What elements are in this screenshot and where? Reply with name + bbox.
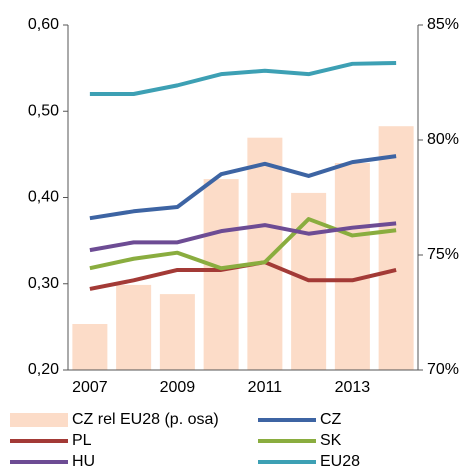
bar	[203, 179, 239, 370]
y-tick-label: 0,60	[28, 16, 59, 33]
legend-label: PL	[72, 432, 92, 449]
x-tick-label: 2007	[72, 379, 108, 396]
bar	[334, 163, 370, 370]
y-tick-label: 0,40	[28, 189, 59, 206]
x-tick-label: 2009	[160, 379, 196, 396]
bar	[247, 137, 283, 370]
x-tick-label: 2011	[248, 379, 283, 396]
legend-label: EU28	[320, 453, 360, 470]
legend-label: HU	[72, 453, 95, 470]
y-tick-label: 0,20	[28, 361, 59, 378]
y2-tick-label: 70%	[427, 361, 459, 378]
legend-label: SK	[320, 432, 342, 449]
line	[89, 154, 397, 221]
legend-label: CZ rel EU28 (p. osa)	[72, 411, 219, 428]
bar	[159, 294, 195, 370]
bar	[72, 324, 108, 370]
line	[89, 221, 397, 253]
y-tick-label: 0,50	[28, 102, 59, 119]
legend-label: CZ	[320, 411, 342, 428]
y2-tick-label: 85%	[427, 16, 459, 33]
x-tick-label: 2013	[335, 379, 371, 396]
bar	[378, 126, 414, 370]
line	[89, 217, 397, 271]
y2-tick-label: 75%	[427, 246, 459, 263]
y-tick-label: 0,30	[28, 275, 59, 292]
y2-tick-label: 80%	[427, 131, 459, 148]
line	[89, 60, 397, 96]
bar	[116, 284, 152, 370]
legend-swatch	[10, 413, 68, 427]
